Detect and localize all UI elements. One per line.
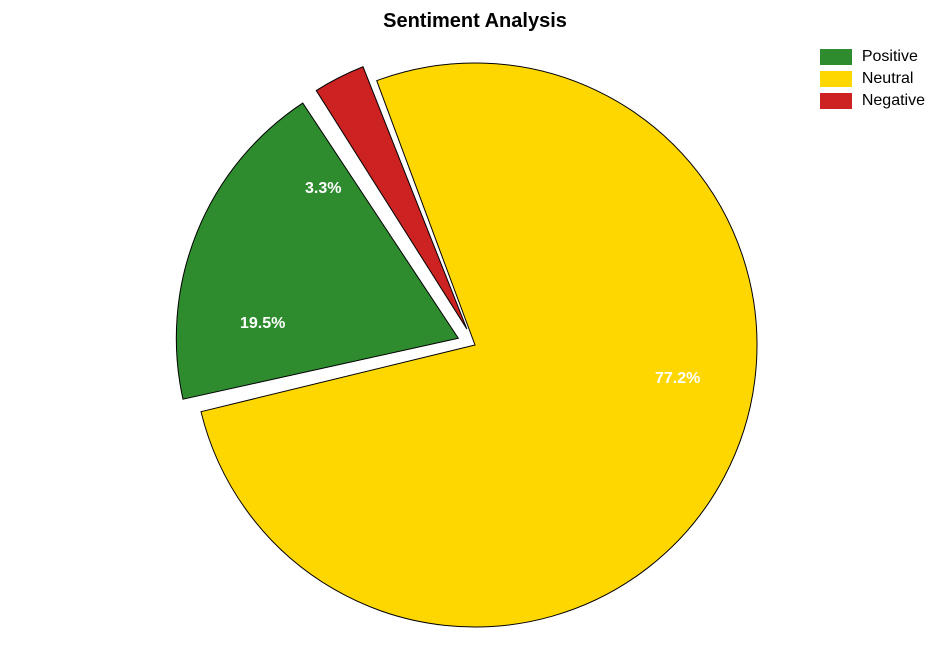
legend-item-positive: Positive — [820, 48, 925, 66]
slice-label-negative: 3.3% — [305, 180, 341, 198]
slice-label-positive: 19.5% — [240, 315, 285, 333]
legend-item-neutral: Neutral — [820, 70, 925, 88]
legend-label: Neutral — [862, 70, 914, 88]
legend-item-negative: Negative — [820, 92, 925, 110]
legend-label: Positive — [862, 48, 918, 66]
legend-label: Negative — [862, 92, 925, 110]
pie-chart-svg — [175, 60, 775, 640]
legend-swatch — [820, 71, 852, 87]
chart-title: Sentiment Analysis — [383, 10, 567, 33]
slice-label-neutral: 77.2% — [655, 370, 700, 388]
pie-chart-container: Sentiment Analysis 77.2% 19.5% 3.3% Positi… — [0, 0, 950, 662]
legend-swatch — [820, 49, 852, 65]
chart-legend: Positive Neutral Negative — [820, 48, 925, 114]
legend-swatch — [820, 93, 852, 109]
